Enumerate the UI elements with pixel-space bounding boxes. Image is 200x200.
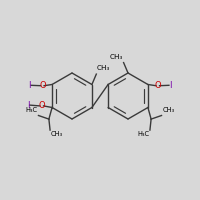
Text: H₃C: H₃C xyxy=(137,131,150,137)
Text: CH₃: CH₃ xyxy=(97,65,110,71)
Text: O: O xyxy=(38,101,45,110)
Text: CH₃: CH₃ xyxy=(50,131,63,137)
Text: H₃C: H₃C xyxy=(26,107,38,113)
Text: CH₃: CH₃ xyxy=(162,108,174,114)
Text: I: I xyxy=(169,81,172,90)
Text: CH₃: CH₃ xyxy=(109,54,123,60)
Text: O: O xyxy=(39,81,46,90)
Text: I: I xyxy=(27,101,29,110)
Text: I: I xyxy=(28,81,31,90)
Text: O: O xyxy=(154,81,161,90)
